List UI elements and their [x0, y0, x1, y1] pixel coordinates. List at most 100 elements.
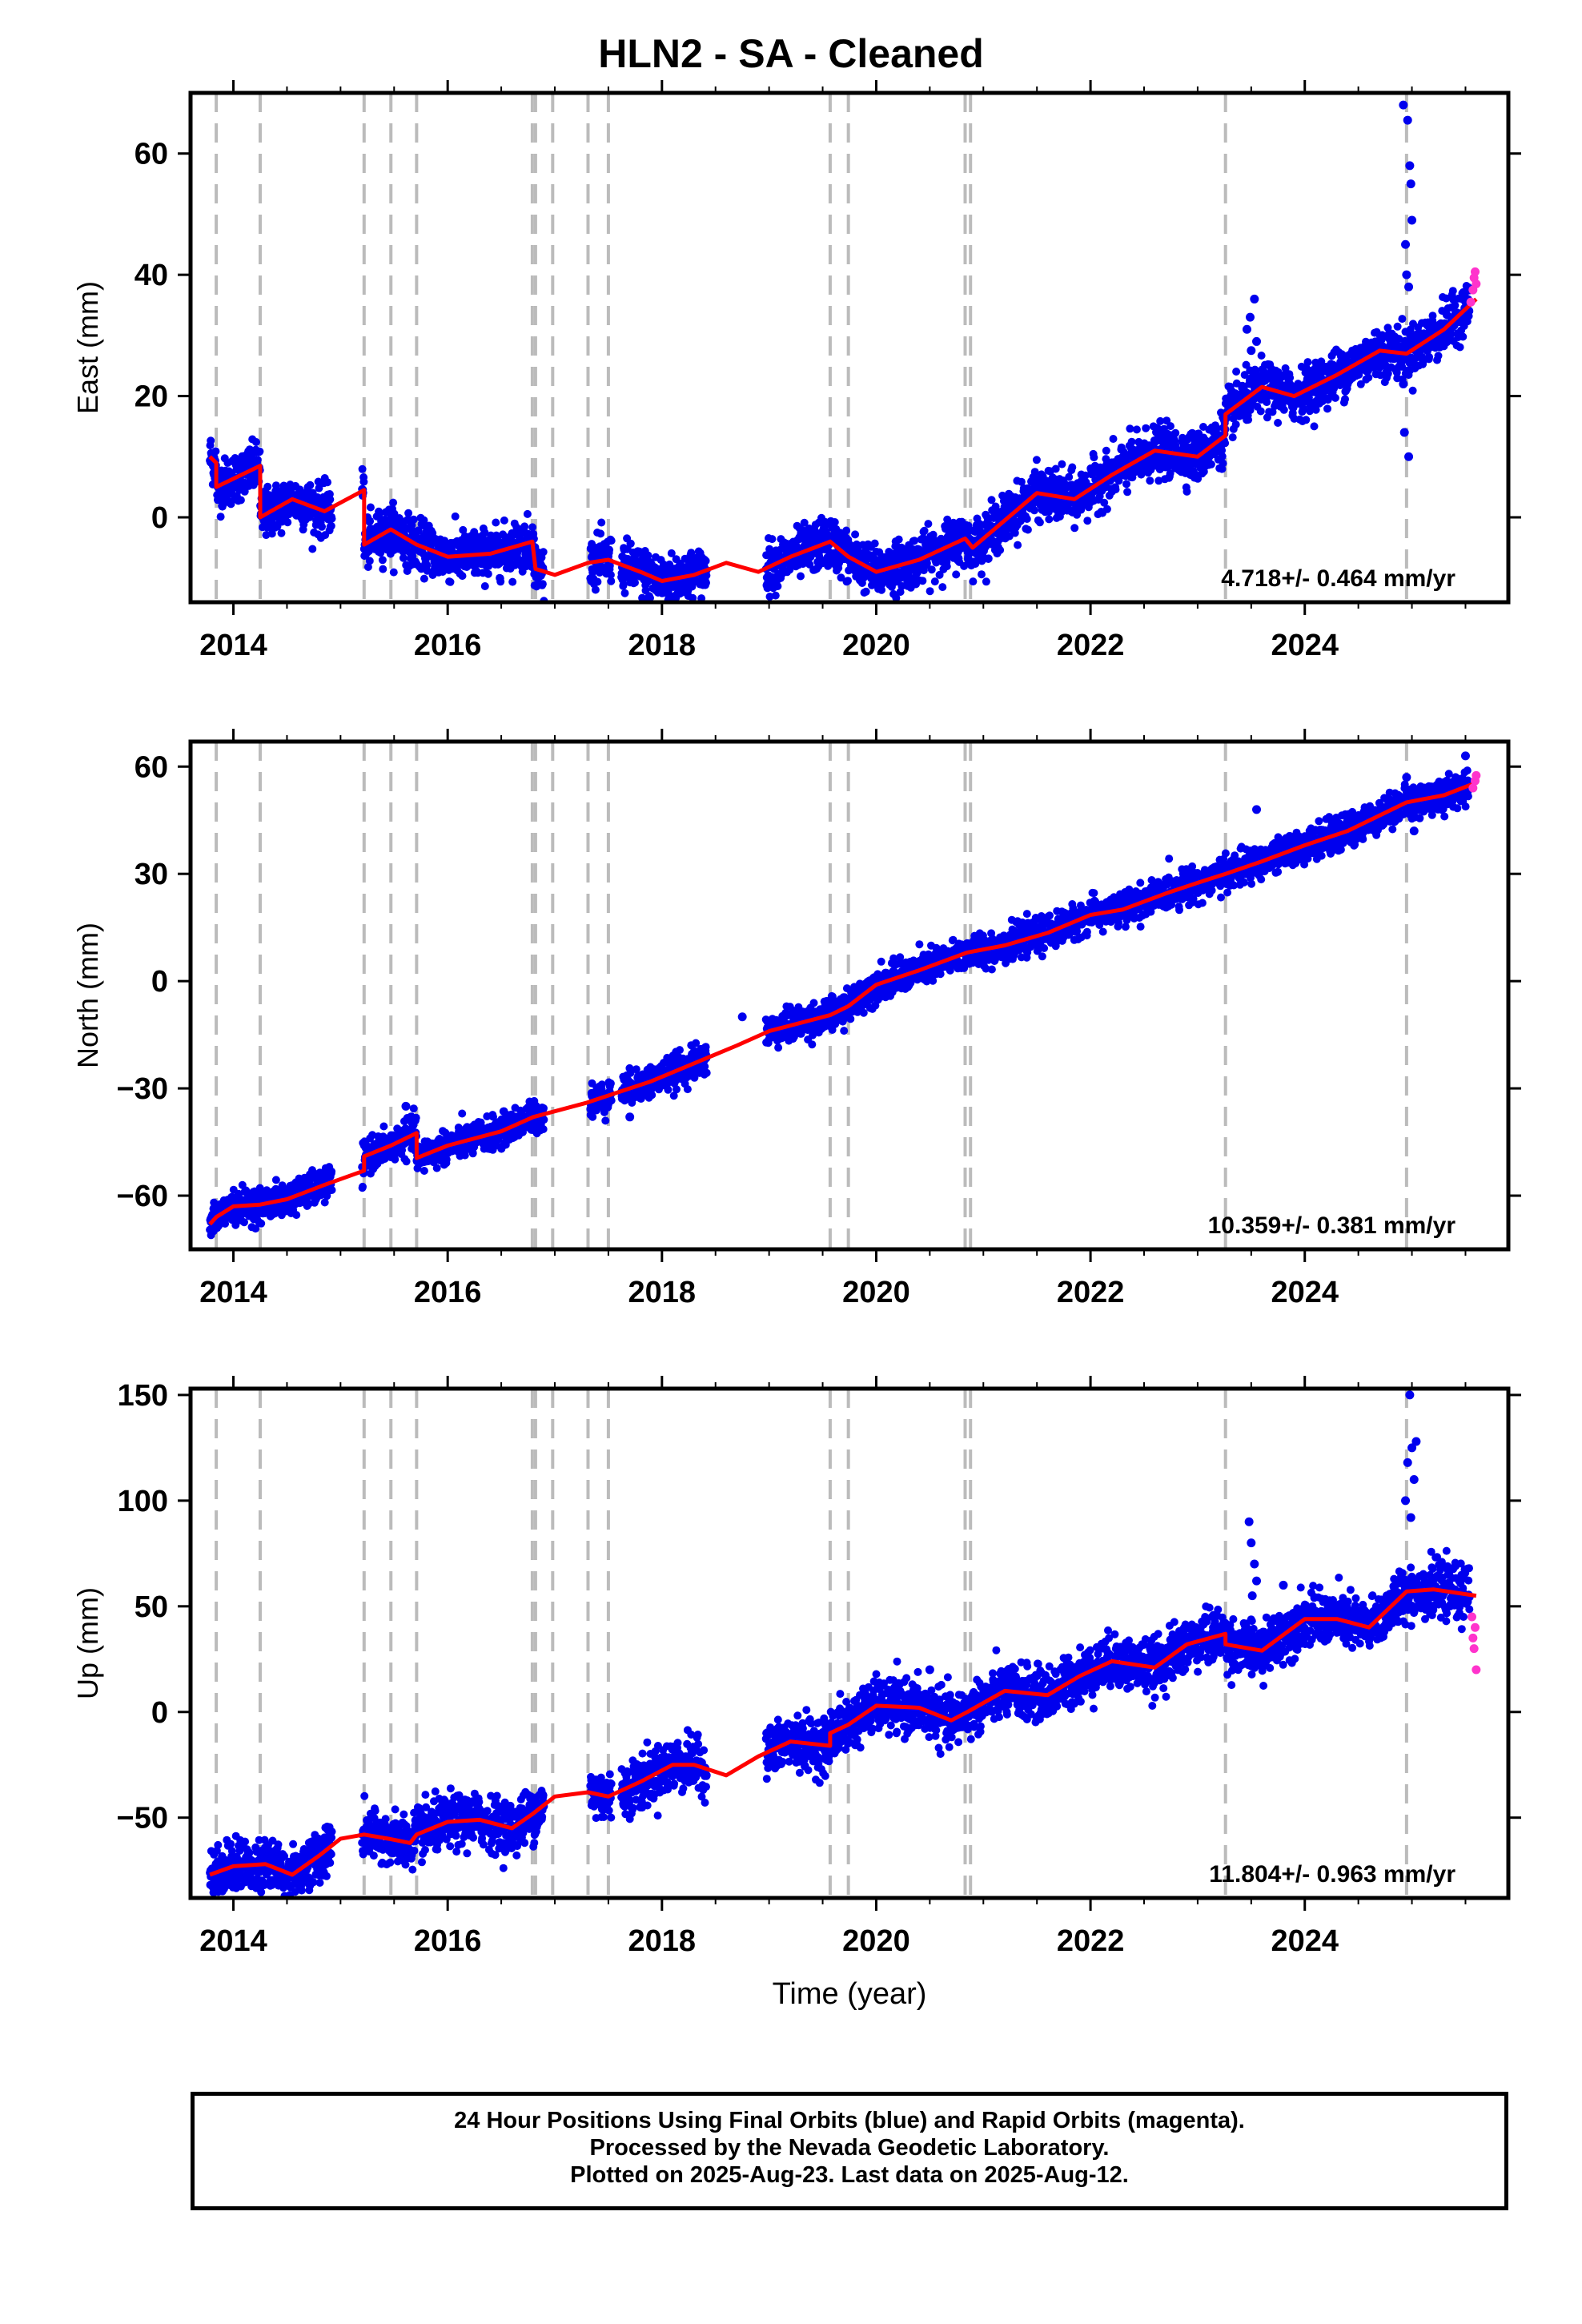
data-point: [327, 1167, 336, 1176]
data-point: [366, 503, 375, 512]
data-point: [359, 477, 368, 486]
x-tick-label: 2016: [414, 629, 482, 662]
data-point: [1022, 515, 1031, 523]
data-point: [402, 1157, 411, 1166]
data-point: [484, 569, 492, 578]
data-point-outlier: [1403, 115, 1412, 125]
data-point: [366, 517, 375, 525]
data-point-rapid: [1472, 279, 1481, 288]
data-point: [253, 456, 262, 464]
data-point: [619, 581, 628, 589]
data-point: [420, 1167, 428, 1175]
data-point: [540, 1116, 548, 1124]
data-point: [597, 518, 606, 527]
data-point: [1132, 425, 1141, 434]
data-point: [211, 447, 220, 456]
data-point: [851, 530, 860, 539]
data-point: [528, 523, 537, 532]
data-point: [451, 512, 460, 521]
data-point: [1383, 369, 1392, 378]
data-point: [969, 577, 978, 586]
data-point: [1199, 423, 1207, 431]
page-title: HLN2 - SA - Cleaned: [598, 31, 984, 76]
data-point: [877, 585, 886, 594]
data-point: [539, 548, 548, 557]
data-point: [231, 1220, 240, 1229]
plot-area: [206, 742, 1481, 1249]
data-point: [240, 1218, 248, 1227]
data-point: [257, 1219, 266, 1228]
data-point: [1331, 393, 1339, 402]
data-point: [1032, 456, 1041, 464]
data-point: [358, 464, 367, 473]
data-point: [897, 581, 906, 590]
data-point: [773, 582, 782, 590]
data-point: [991, 502, 1000, 511]
data-point: [308, 545, 317, 553]
data-point: [326, 495, 335, 504]
x-tick-label: 2024: [1271, 629, 1339, 662]
data-point: [327, 514, 336, 523]
data-point: [1017, 477, 1026, 486]
data-point: [1303, 358, 1312, 367]
data-point: [935, 570, 944, 579]
data-point: [1286, 373, 1295, 382]
data-point: [221, 1220, 230, 1228]
data-point: [918, 577, 927, 585]
data-point: [596, 529, 605, 538]
data-point: [306, 480, 315, 489]
data-point: [432, 1164, 441, 1172]
data-point: [500, 516, 508, 525]
data-point: [252, 438, 260, 446]
data-point: [952, 570, 961, 579]
data-point-outlier: [1406, 179, 1415, 189]
data-point: [1166, 469, 1174, 478]
data-point: [520, 522, 529, 531]
data-point: [1221, 439, 1230, 448]
data-point-outlier: [1399, 100, 1408, 110]
data-point: [1023, 525, 1032, 534]
data-point: [1356, 380, 1365, 388]
data-point: [315, 484, 323, 493]
y-axis-label: East (mm): [71, 281, 104, 414]
data-point: [409, 1104, 418, 1113]
data-point: [768, 535, 777, 544]
data-point: [1083, 517, 1092, 525]
data-point: [1126, 424, 1134, 433]
data-point: [588, 540, 596, 549]
data-point: [1459, 332, 1468, 341]
data-point: [283, 518, 292, 527]
data-point: [1111, 485, 1120, 494]
data-point: [379, 1122, 388, 1131]
plot-frame: [188, 90, 1511, 605]
data-point: [924, 520, 933, 529]
data-point: [320, 1198, 329, 1207]
data-point: [409, 515, 418, 524]
data-point: [1228, 433, 1237, 442]
data-point: [492, 518, 500, 527]
data-point: [1218, 452, 1227, 460]
data-point: [1154, 476, 1163, 485]
data-point: [591, 585, 600, 594]
data-point: [414, 526, 423, 535]
data-point: [1102, 446, 1110, 455]
data-point: [480, 528, 489, 537]
data-point: [620, 589, 629, 597]
data-point: [687, 549, 696, 557]
data-point: [930, 577, 939, 586]
data-point: [1182, 487, 1191, 496]
data-point: [996, 545, 1005, 554]
data-point: [480, 582, 489, 590]
data-point: [861, 587, 870, 596]
data-point: [389, 498, 398, 507]
data-point: [1068, 463, 1077, 472]
data-point: [365, 557, 374, 565]
data-point: [797, 572, 805, 581]
data-point: [236, 496, 245, 505]
data-point: [363, 563, 372, 571]
data-point: [894, 535, 903, 544]
data-point: [1030, 506, 1038, 515]
data-point-outlier: [1402, 270, 1411, 279]
data-point: [892, 593, 901, 602]
data-point-outlier: [1399, 379, 1408, 388]
